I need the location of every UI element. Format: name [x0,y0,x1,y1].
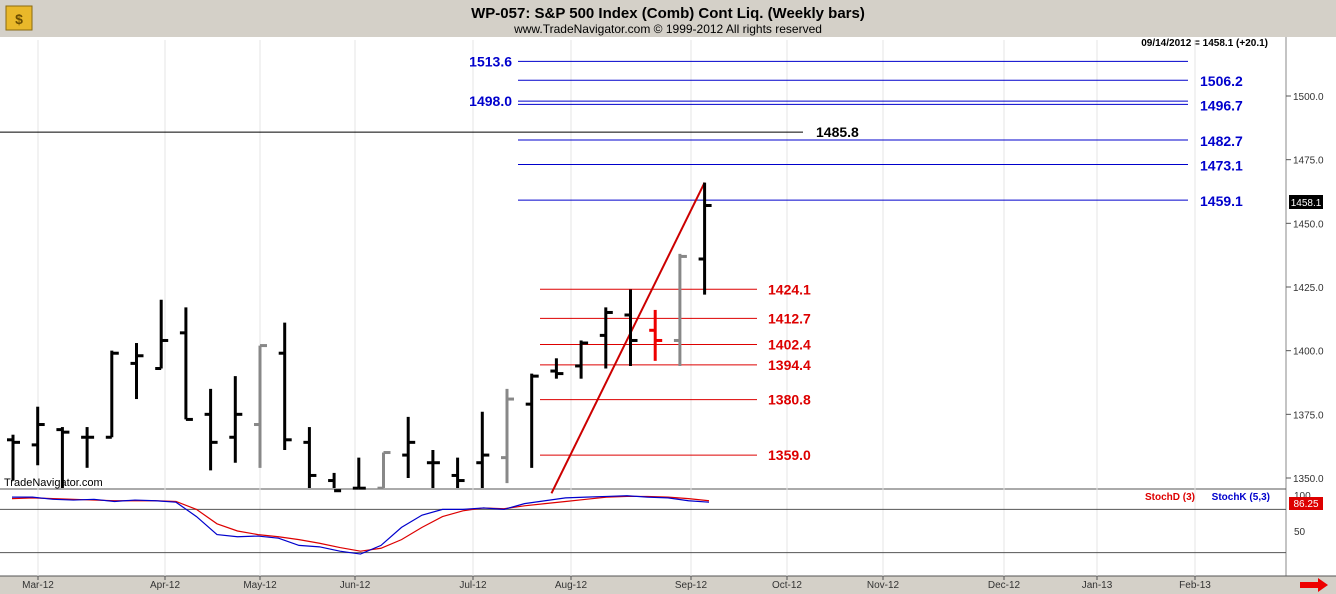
stoch-value-label: 86.25 [1293,499,1318,510]
ohlc-bar [451,457,465,488]
copyright-text: www.TradeNavigator.com © 1999-2012 All r… [513,22,822,36]
ohlc-bar [105,350,119,439]
ohlc-bar [303,427,317,488]
chart-title: WP-057: S&P 500 Index (Comb) Cont Liq. (… [471,5,865,22]
x-tick-label: Feb-13 [1179,580,1211,591]
ohlc-bar [254,344,267,468]
ohlc-bar [81,427,95,468]
ohlc-bar [204,388,218,471]
ohlc-bar [402,416,416,478]
ohlc-bar [229,376,243,463]
svg-text:$: $ [15,11,23,27]
y-tick-label: 1475.0 [1293,156,1324,167]
red-level-label: 1402.4 [768,337,811,353]
y-tick-label: 1500.0 [1293,92,1324,103]
ohlc-bar [7,434,20,481]
black-level-label: 1485.8 [816,124,859,140]
x-tick-label: Dec-12 [988,580,1021,591]
ohlc-bar [155,299,169,370]
x-tick-label: Nov-12 [867,580,900,591]
y-tick-label: 1400.0 [1293,347,1324,358]
x-tick-label: Mar-12 [22,580,54,591]
y-tick-label: 1425.0 [1293,283,1324,294]
red-level-label: 1412.7 [768,310,811,326]
blue-level-label: 1496.7 [1200,97,1243,113]
stoch-d-legend: StochD (3) [1145,492,1195,503]
ohlc-bar [525,373,539,468]
watermark-text: TradeNavigator.com [4,477,103,489]
red-level-label: 1394.4 [768,357,811,373]
ohlc-bar [599,307,613,369]
stoch-k-line [12,495,710,555]
x-tick-label: Sep-12 [675,580,708,591]
current-price-tag [1289,195,1323,209]
stoch-k-legend: StochK (5,3) [1212,492,1270,503]
ohlc-bar [179,307,193,421]
scroll-right-arrow-icon[interactable] [1298,578,1328,592]
x-tick-label: Oct-12 [772,580,802,591]
ohlc-bar [278,322,292,450]
x-tick-label: Jun-12 [340,580,371,591]
current-price-label: 1458.1 [1291,198,1322,209]
ohlc-bar [673,253,687,366]
ohlc-bar [550,358,564,379]
y-tick-label: 1375.0 [1293,410,1324,421]
ohlc-bar [328,472,342,493]
ohlc-bar [501,388,514,484]
ohlc-bar [476,411,490,488]
ohlc-bar [377,451,391,490]
trendline [550,182,706,494]
blue-level-label: 1513.6 [469,53,512,69]
x-tick-label: Jul-12 [459,580,487,591]
x-tick-label: Apr-12 [150,580,180,591]
stoch-axis-label: 100 [1294,491,1311,502]
red-level-label: 1424.1 [768,281,811,297]
blue-level-label: 1506.2 [1200,73,1243,89]
blue-level-label: 1473.1 [1200,158,1243,174]
x-tick-label: May-12 [243,580,277,591]
ohlc-bar [130,343,144,400]
blue-level-label: 1459.1 [1200,193,1243,209]
y-tick-label: 1350.0 [1293,474,1324,485]
ohlc-bar [426,449,440,488]
ohlc-bar [624,289,638,366]
last-quote-text: 09/14/2012 = 1458.1 (+20.1) [1141,38,1268,49]
x-tick-label: Jan-13 [1082,580,1113,591]
red-level-label: 1380.8 [768,392,811,408]
ohlc-bar [352,457,366,490]
ohlc-bar [698,182,712,295]
ohlc-bar [56,427,70,488]
ohlc-bar [31,406,45,466]
blue-level-label: 1498.0 [469,93,512,109]
blue-level-label: 1482.7 [1200,133,1243,149]
red-level-label: 1359.0 [768,447,811,463]
stoch-axis-label: 50 [1294,527,1306,538]
x-tick-label: Aug-12 [555,580,588,591]
ohlc-bar [649,309,663,361]
y-tick-label: 1450.0 [1293,219,1324,230]
trade-navigator-logo: $ [5,5,33,31]
ohlc-bar [575,340,589,379]
stoch-value-tag [1289,497,1323,510]
